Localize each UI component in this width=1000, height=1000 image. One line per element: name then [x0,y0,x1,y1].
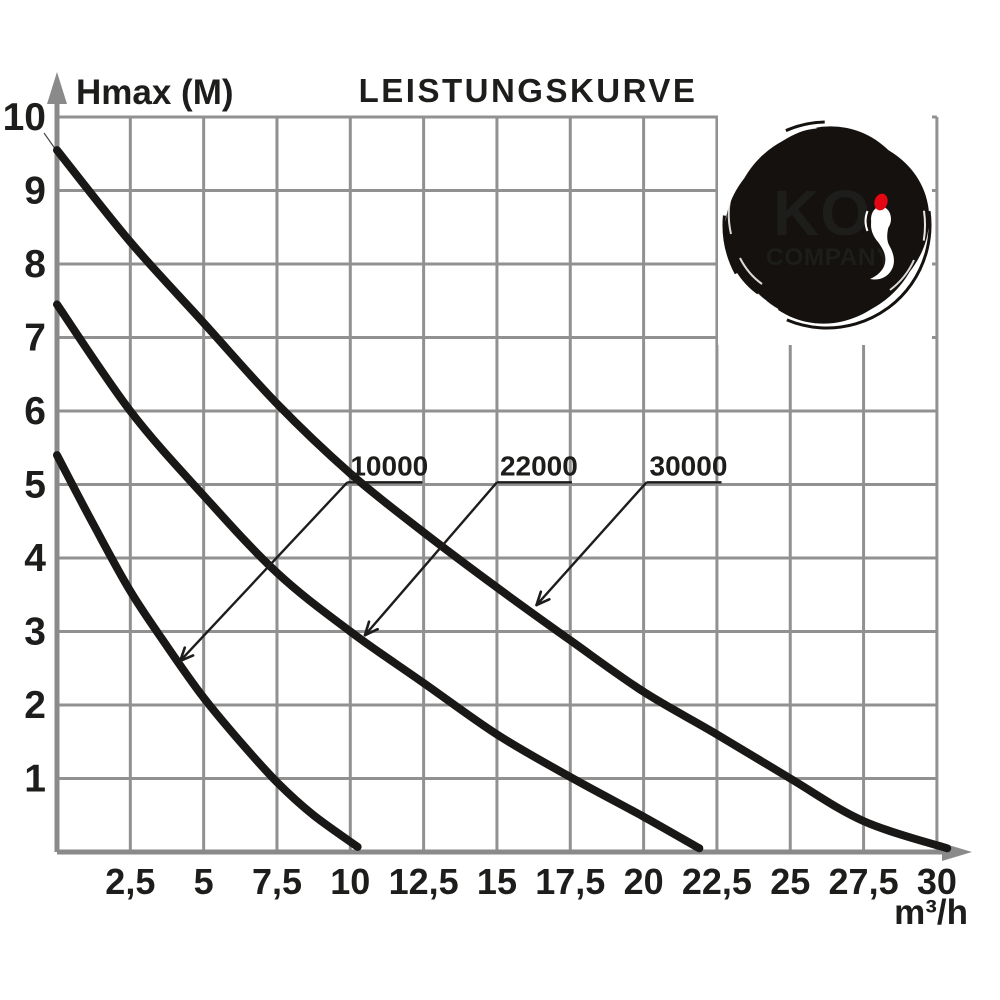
x-tick-label: 7,5 [252,861,302,902]
y-tick-label: 6 [24,390,46,433]
arrowhead [363,627,379,637]
axes [47,72,972,861]
x-tick-label: 25 [770,861,810,902]
arrowhead [178,646,187,663]
leader-line [364,481,498,636]
x-tick-label: 12,5 [389,861,459,902]
y-tick-label: 4 [24,537,46,580]
curve-label-22000: 22000 [500,450,578,481]
pump-curves [43,132,952,853]
brush-nick [889,259,915,291]
y-tick-label: 3 [24,611,46,654]
curve-30000 [53,146,952,853]
brush-nick [739,257,763,285]
brush-swirl-gap [728,126,926,324]
x-tick-label: 2,5 [105,861,155,902]
curve-labels: 10000 22000 30000 [178,450,728,663]
brush-swirl-outer [722,120,932,330]
y-tick-label: 2 [24,684,46,727]
annotation-22000: 22000 [363,450,578,637]
x-tick-label: 5 [194,861,214,902]
y-axis-label: Hmax (M) [76,73,234,112]
annotation-30000: 30000 [535,450,728,607]
x-tick-label: 17,5 [535,861,605,902]
brush-nick [727,191,733,235]
logo-subtitle: COMPANY [766,244,893,271]
y-tick-label: 8 [24,243,46,286]
curve-start-hairline [43,132,57,151]
x-axis-label: m³/h [894,893,968,932]
tick-labels: 1 2 3 4 5 6 7 8 9 10 2,5 5 7,5 10 12,5 15 17,5 20 22,5 25 27… [3,96,957,902]
y-tick-label: 9 [24,170,46,213]
annotation-10000: 10000 [178,450,428,663]
logo-brush-blob [736,126,918,324]
arrowhead [178,654,195,663]
x-tick-label: 30 [917,861,957,902]
y-tick-label: 1 [24,758,46,801]
leader-line [179,481,349,662]
arrowhead [363,620,371,637]
chart-title: LEISTUNGSKURVE [359,72,698,109]
curve-22000 [53,300,704,853]
x-tick-label: 27,5 [829,861,899,902]
x-tick-label: 10 [330,861,370,902]
x-tick-label: 20 [624,861,664,902]
x-tick-label: 15 [477,861,517,902]
y-tick-label: 10 [3,96,46,139]
y-tick-label: 7 [24,317,46,360]
x-tick-label: 22,5 [682,861,752,902]
logo-wordmark: KO [773,177,871,249]
curve-label-10000: 10000 [350,450,428,481]
leader-line [535,481,648,606]
koi-fish-fin [864,210,869,232]
koi-red-dot [874,193,888,211]
y-tick-label: 5 [24,464,46,507]
curve-label-30000: 30000 [650,450,728,481]
curve-10000 [53,451,362,851]
koi-fish-body [870,207,894,280]
y-axis-arrowhead [47,72,67,104]
arrowhead [535,590,543,607]
arrowhead [535,598,551,607]
